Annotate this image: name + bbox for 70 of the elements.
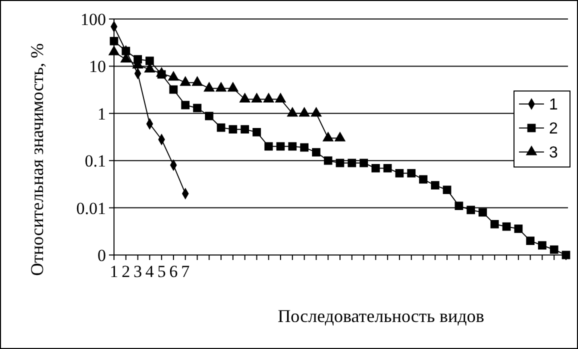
point [192, 76, 203, 86]
point [300, 143, 308, 152]
x-tick-label: 6 [169, 262, 178, 281]
y-tick-label: 1 [98, 104, 106, 124]
point [262, 92, 274, 102]
y-tick-label: 10 [89, 57, 106, 76]
y-tick-label: 0.1 [84, 152, 106, 171]
point [193, 104, 202, 112]
point [466, 206, 476, 214]
y-tick-label: 0 [98, 246, 106, 265]
point [274, 92, 286, 102]
point [276, 142, 285, 151]
point [216, 123, 226, 132]
point [264, 142, 273, 151]
point [240, 125, 250, 134]
point [490, 220, 499, 228]
point [407, 169, 416, 178]
legend-label: 2 [549, 120, 558, 138]
point [204, 112, 214, 120]
point [442, 186, 452, 194]
legend-label: 3 [549, 144, 558, 162]
x-tick-label: 2 [122, 262, 130, 281]
point [334, 132, 346, 142]
point [395, 169, 404, 178]
x-tick-label: 5 [157, 262, 166, 281]
point [181, 100, 190, 110]
point [526, 236, 534, 245]
point [454, 202, 464, 210]
point [180, 76, 192, 86]
point [514, 224, 523, 233]
x-tick-label: 7 [181, 262, 190, 281]
point [215, 82, 227, 92]
point [550, 245, 558, 254]
point [324, 156, 332, 165]
point [538, 241, 546, 250]
point [348, 158, 356, 168]
x-tick-label: 4 [145, 262, 154, 281]
y-axis-title: Относительная значимость, % [27, 43, 47, 276]
point [251, 92, 262, 102]
point [156, 67, 168, 77]
point [286, 106, 298, 117]
point [108, 45, 120, 56]
point [239, 92, 250, 102]
point [168, 70, 180, 81]
point [146, 56, 154, 66]
point [336, 158, 344, 168]
point [322, 132, 334, 142]
point [298, 106, 310, 117]
point [478, 208, 487, 217]
legend-label: 1 [549, 96, 558, 114]
point [228, 125, 238, 134]
point [502, 222, 511, 231]
point [383, 164, 392, 172]
point [419, 175, 428, 184]
x-tick-label: 1 [110, 262, 118, 281]
x-tick-label: 3 [134, 262, 142, 281]
point [360, 158, 368, 168]
point [204, 82, 215, 92]
point [310, 106, 322, 117]
point [169, 85, 178, 94]
y-tick-label: 0.01 [76, 198, 106, 218]
x-axis-title: Последовательность видов [278, 306, 484, 326]
point [252, 128, 261, 136]
point [312, 148, 320, 156]
point [430, 181, 440, 190]
point [227, 82, 239, 92]
point [288, 142, 297, 151]
y-tick-label: 100 [80, 10, 106, 29]
point [372, 164, 380, 172]
point [110, 36, 118, 46]
